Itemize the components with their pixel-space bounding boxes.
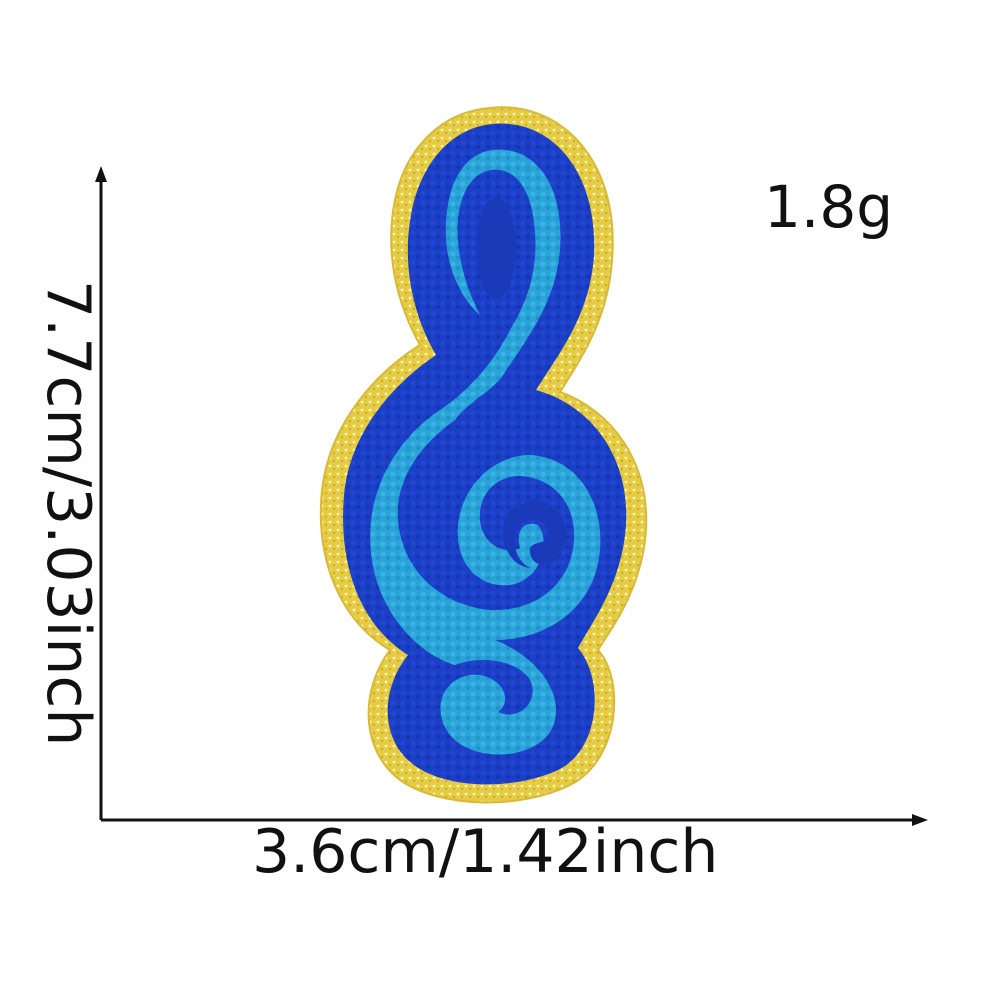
dimension-axes: [95, 166, 928, 826]
patch-top-loop-hole: [476, 198, 516, 298]
patch-center-curl: [502, 500, 566, 568]
width-dimension-label: 3.6cm/1.42inch: [252, 817, 719, 887]
horizontal-axis-arrowhead: [912, 814, 928, 826]
height-dimension-wrapper: 7.7cm/3.03inch: [33, 280, 103, 750]
patch-inner-light-blue: [370, 149, 601, 755]
height-dimension-label: 7.7cm/3.03inch: [33, 280, 103, 747]
treble-clef-patch-icon: [319, 106, 648, 804]
vertical-axis-arrowhead: [95, 166, 107, 182]
weight-label: 1.8g: [764, 173, 894, 241]
